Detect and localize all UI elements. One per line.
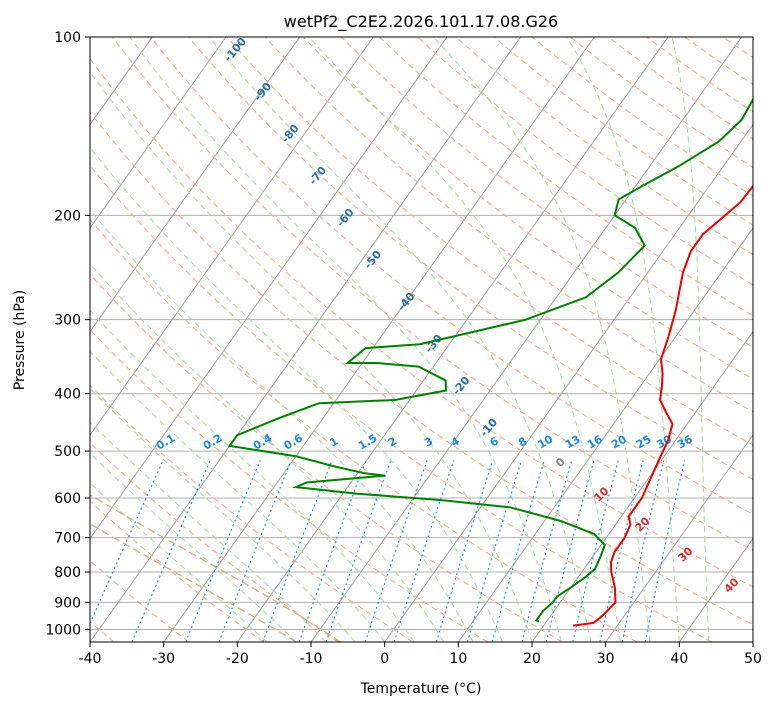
y-tick-label: 600 (54, 491, 81, 507)
dry-adiabat (90, 273, 563, 642)
y-tick-label: 500 (54, 444, 81, 460)
special-curves (90, 494, 341, 642)
mixing-ratio-line (572, 460, 619, 642)
moist-adiabat (90, 350, 386, 642)
special-curve (90, 494, 341, 642)
x-tick-label: -40 (79, 651, 102, 667)
plot-background (90, 37, 753, 642)
plot-frame (89, 36, 754, 643)
temperature-profile (573, 184, 753, 627)
moist-adiabat (671, 37, 710, 642)
mixing-ratio-line (644, 460, 686, 642)
y-tick-label: 300 (54, 313, 81, 329)
mixing-ratio-line (621, 460, 665, 642)
x-tick-label: 20 (523, 651, 541, 667)
y-tick-label: 400 (54, 387, 81, 403)
isotherm--80 (90, 37, 227, 229)
mixing-ratio-line (545, 460, 595, 642)
isotherm--50 (90, 37, 448, 540)
x-axis-label: Temperature (°C) (360, 681, 482, 697)
x-tick-label: 40 (670, 651, 688, 667)
mixing-ratio-line (491, 460, 545, 642)
moist-adiabat (90, 387, 356, 642)
y-tick-label: 700 (54, 531, 81, 547)
dry-adiabat (188, 37, 753, 481)
moist-adiabat (90, 263, 445, 642)
axes: -40 -30 -20 -10 0 10 20 30 40 50 1000 900 800 700 600 5… (45, 30, 762, 667)
mixing-ratio-line (298, 460, 367, 642)
moist-adiabat (90, 71, 533, 642)
isotherm-40 (678, 537, 753, 642)
isotherm--20 (236, 37, 669, 642)
dry-adiabat (302, 37, 753, 380)
dry-adiabat (90, 111, 753, 626)
y-tick-label: 100 (54, 30, 81, 46)
dry-adiabat (112, 37, 753, 551)
dry-adiabat-lines (90, 37, 753, 642)
mixing-ratio-lines (90, 460, 686, 642)
sounding-profiles (227, 97, 753, 627)
mixing-ratio-line (325, 460, 392, 642)
dry-adiabat (264, 37, 753, 413)
mixing-ratio-line (364, 460, 428, 642)
dry-adiabat (90, 164, 712, 642)
moist-adiabat (90, 209, 474, 642)
isotherm-lines (90, 37, 753, 642)
moist-adiabat (208, 37, 592, 642)
moist-adiabat (129, 37, 562, 642)
plot-area: 0.1 0.2 0.4 0.6 1 1.5 2 3 4 6 8 10 13 16 20 25 30 36-100-… (90, 37, 753, 642)
y-axis-label: Pressure (hPa) (12, 290, 28, 390)
x-tick-label: -10 (300, 651, 323, 667)
dry-adiabat (226, 37, 753, 446)
moist-adiabat (308, 37, 621, 642)
moist-adiabat (90, 309, 415, 642)
y-tick-label: 800 (54, 565, 81, 581)
y-tick-label: 1000 (45, 622, 81, 638)
dry-adiabat (417, 37, 753, 286)
dewpoint-profile (227, 97, 753, 623)
isotherm-30 (605, 434, 753, 642)
x-tick-label: 0 (380, 651, 389, 667)
mixing-ratio-line (262, 460, 333, 642)
mixing-ratio-line (393, 460, 455, 642)
moist-adiabat (90, 482, 268, 642)
moist-adiabat (432, 37, 651, 642)
dry-adiabat (90, 57, 753, 588)
x-tick-label: 30 (597, 651, 615, 667)
x-tick-label: -30 (152, 651, 175, 667)
dry-adiabat (90, 500, 264, 642)
moist-adiabat-lines (90, 37, 710, 642)
moist-adiabat (566, 37, 680, 642)
isotherm-0 (384, 123, 753, 642)
y-tick-label: 900 (54, 595, 81, 611)
dry-adiabat (379, 37, 753, 317)
dry-adiabat (90, 328, 488, 642)
chart-title: wetPf2_C2E2.2026.101.17.08.G26 (284, 12, 558, 32)
isotherm--70 (90, 37, 301, 333)
mixing-ratio-line (90, 460, 164, 625)
isotherm--30 (163, 37, 595, 642)
dry-adiabat (341, 37, 753, 348)
isotherm--10 (310, 37, 743, 642)
mixing-ratio-line (466, 460, 523, 642)
mixing-ratio-line (435, 460, 494, 642)
isobar-gridlines (90, 37, 753, 630)
dry-adiabat (608, 37, 753, 140)
y-tick-label: 200 (54, 208, 81, 224)
isotherm--60 (90, 37, 374, 436)
x-tick-label: 50 (744, 651, 762, 667)
x-tick-label: 10 (449, 651, 467, 667)
x-tick-label: -20 (226, 651, 249, 667)
mixing-ratio-line (521, 460, 573, 642)
moist-adiabat (90, 452, 297, 642)
isotherm--40 (90, 37, 522, 642)
